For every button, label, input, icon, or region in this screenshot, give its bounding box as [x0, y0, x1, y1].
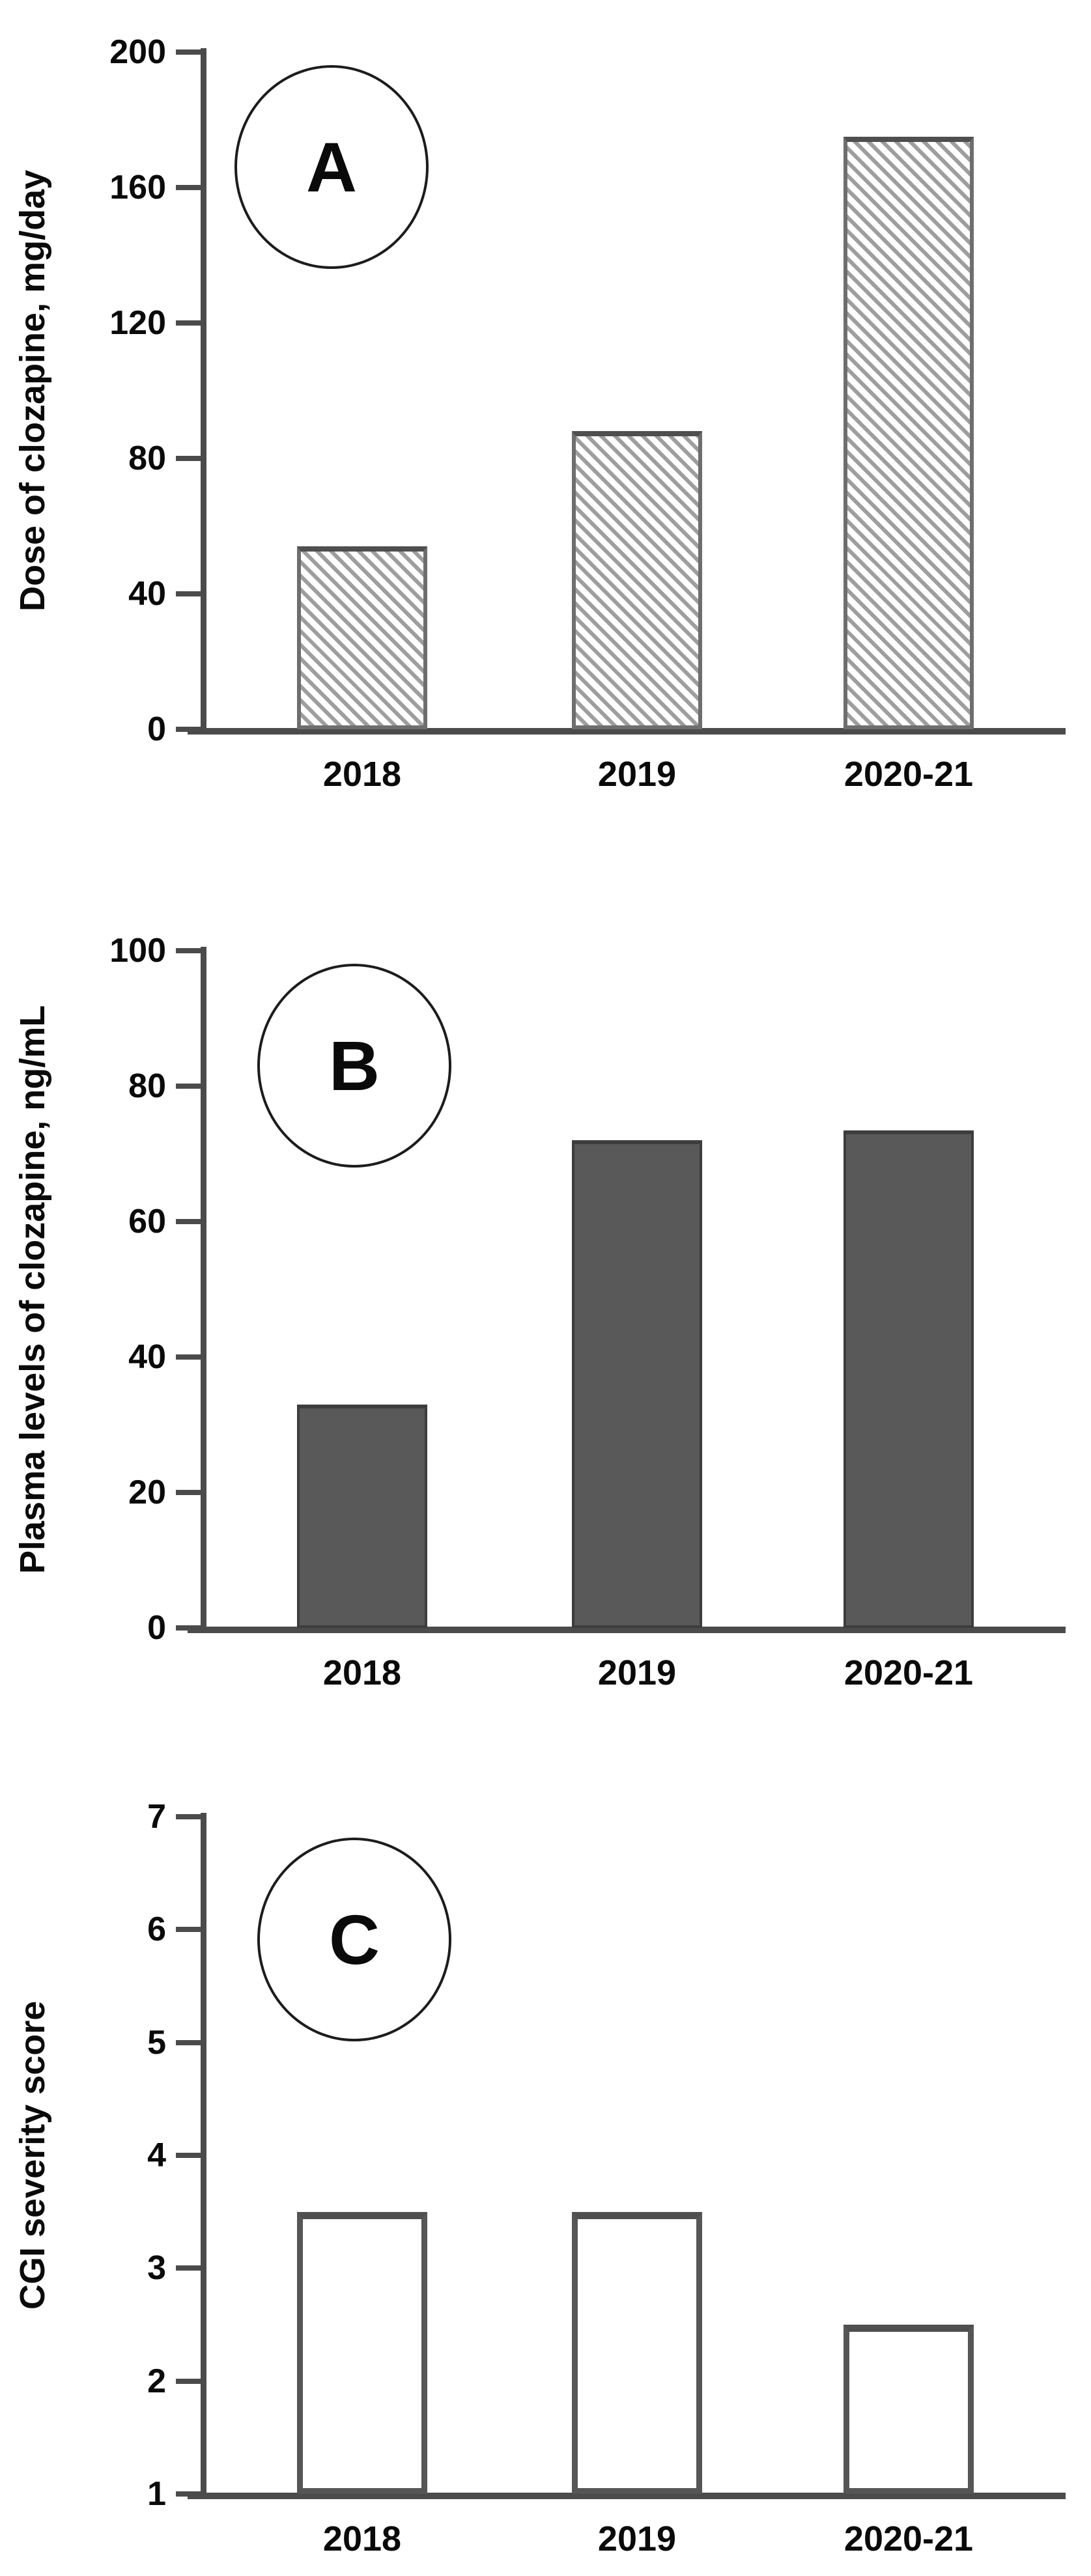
bar-2019 [572, 1140, 702, 1628]
y-tick-mark [176, 1490, 203, 1495]
y-tick-mark [176, 1354, 203, 1360]
y-axis-title: Dose of clozapine, mg/day [13, 169, 52, 612]
x-category-label: 2018 [322, 1653, 402, 1692]
y-tick-mark [176, 948, 203, 953]
y-tick-mark [176, 2378, 203, 2384]
y-tick-mark [176, 456, 203, 461]
panel-letter: B [329, 1026, 380, 1105]
panel-b: Plasma levels of clozapine, ng/mL B 0 20 4… [0, 858, 1091, 1716]
y-tick-label: 40 [128, 1338, 166, 1376]
y-tick-label: 4 [147, 2136, 166, 2174]
y-tick-mark [176, 2039, 203, 2045]
bar-2019 [572, 2211, 702, 2494]
y-tick-label: 120 [109, 304, 166, 342]
x-axis-line [188, 1627, 1066, 1633]
y-tick-mark [176, 727, 203, 732]
x-category-label: 2020-21 [843, 1653, 974, 1692]
y-tick-mark [176, 2491, 203, 2497]
panel-letter-circle: C [257, 1838, 451, 2041]
y-tick-mark [176, 1219, 203, 1224]
panel-letter: A [306, 128, 357, 206]
y-tick-label: 80 [128, 1067, 166, 1105]
y-tick-mark [176, 1625, 203, 1631]
x-category-label: 2020-21 [843, 2519, 974, 2558]
bar-2019 [572, 431, 702, 729]
y-tick-label: 160 [109, 169, 166, 206]
y-tick-label: 20 [128, 1474, 166, 1511]
y-tick-label: 60 [128, 1203, 166, 1240]
y-tick-mark [176, 1927, 203, 1933]
y-tick-label: 200 [109, 33, 166, 71]
bar-2018 [297, 1404, 427, 1628]
y-tick-label: 2 [147, 2362, 166, 2400]
panel-letter: C [329, 1900, 380, 1979]
plot-area: 0 40 80 120 160 200 2018 2019 2020-21 [109, 33, 1066, 794]
panel-c: CGI severity score C 1 2 3 4 5 6 7 2018 2019 2020… [0, 1717, 1091, 2575]
x-category-label: 2019 [597, 2519, 677, 2558]
y-tick-mark [176, 591, 203, 596]
x-axis-line [188, 728, 1066, 735]
y-tick-mark [176, 1814, 203, 1819]
y-tick-mark [176, 1084, 203, 1089]
panel-letter-circle: B [257, 964, 451, 1168]
y-tick-label: 1 [147, 2475, 166, 2513]
x-category-label: 2019 [597, 755, 677, 794]
bar-2018 [297, 546, 427, 729]
y-tick-label: 40 [128, 575, 166, 613]
y-axis-title: CGI severity score [13, 2000, 52, 2310]
bar-2020-21 [843, 2325, 974, 2494]
y-tick-mark [176, 2265, 203, 2271]
plot-area: 0 20 40 60 80 100 2018 2019 2020-21 [109, 932, 1066, 1692]
x-axis-line [188, 2493, 1066, 2499]
y-tick-label: 6 [147, 1911, 166, 1949]
plot-area: 1 2 3 4 5 6 7 2018 2019 2020-21 [147, 1798, 1066, 2558]
y-tick-label: 0 [147, 710, 166, 748]
y-axis-line [201, 48, 206, 731]
bar-2020-21 [843, 1130, 974, 1628]
y-tick-label: 3 [147, 2249, 166, 2288]
y-tick-label: 5 [147, 2023, 166, 2062]
x-category-label: 2020-21 [843, 755, 974, 794]
x-category-label: 2019 [597, 1653, 677, 1692]
bar-2018 [297, 2211, 427, 2494]
x-category-label: 2018 [322, 755, 402, 794]
y-tick-mark [176, 320, 203, 326]
y-tick-label: 7 [147, 1798, 166, 1836]
y-tick-mark [176, 185, 203, 190]
panel-letter-circle: A [234, 65, 429, 269]
panel-a: Dose of clozapine, mg/day A 0 40 80 120 160 2… [0, 0, 1091, 858]
y-tick-label: 0 [147, 1609, 166, 1647]
y-axis-line [201, 947, 206, 1629]
y-tick-label: 100 [109, 932, 166, 970]
y-axis-line [201, 1813, 206, 2495]
y-axis-title: Plasma levels of clozapine, ng/mL [13, 1005, 52, 1574]
y-tick-label: 80 [128, 440, 166, 477]
x-category-label: 2018 [322, 2519, 402, 2558]
y-tick-mark [176, 2153, 203, 2158]
y-tick-mark [176, 49, 203, 55]
bar-2020-21 [843, 137, 974, 729]
